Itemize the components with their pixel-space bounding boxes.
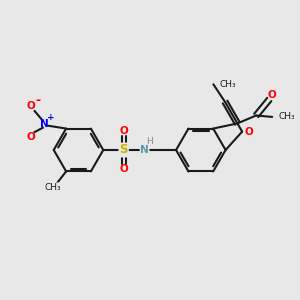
Text: O: O bbox=[119, 164, 128, 174]
Text: O: O bbox=[268, 90, 277, 100]
Text: S: S bbox=[119, 143, 128, 157]
Text: O: O bbox=[27, 101, 35, 111]
Text: H: H bbox=[146, 137, 153, 146]
Text: N: N bbox=[140, 145, 149, 155]
Text: +: + bbox=[47, 113, 55, 122]
Text: CH₃: CH₃ bbox=[45, 183, 61, 192]
Text: N: N bbox=[40, 119, 49, 129]
Text: O: O bbox=[244, 127, 253, 136]
Text: O: O bbox=[119, 126, 128, 136]
Text: O: O bbox=[27, 132, 35, 142]
Text: -: - bbox=[35, 94, 40, 106]
Text: CH₃: CH₃ bbox=[278, 112, 295, 122]
Text: CH₃: CH₃ bbox=[219, 80, 236, 89]
